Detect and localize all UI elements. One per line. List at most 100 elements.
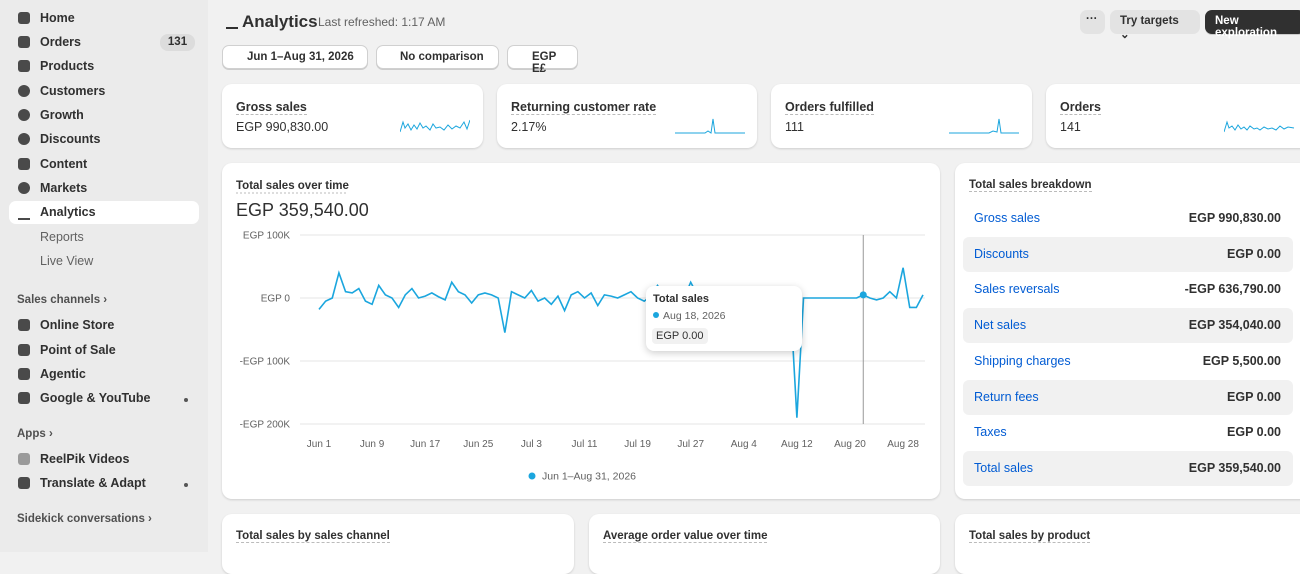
row-value: EGP 0.00 xyxy=(1227,389,1281,404)
chart-card: Total sales by product xyxy=(955,514,1300,574)
icon xyxy=(18,477,30,489)
nav-item[interactable]: Agentic xyxy=(40,367,86,381)
icon xyxy=(18,133,30,145)
x-tick-label: Jun 25 xyxy=(463,439,493,450)
row-label[interactable]: Total sales xyxy=(974,460,1034,475)
tooltip-date: Aug 18, 2026 xyxy=(663,310,726,322)
breakdown-row: Total sales EGP 359,540.00 xyxy=(963,450,1293,486)
chart: Total sales over time EGP 359,540.00 -EG… xyxy=(236,180,925,483)
hover-point xyxy=(859,291,867,299)
nav-sub[interactable]: Live View xyxy=(40,254,94,268)
nav-sub[interactable]: Reports xyxy=(40,230,84,244)
section-heading[interactable]: Sidekick conversations › xyxy=(17,513,152,525)
icon xyxy=(18,158,30,170)
kpi-value: EGP 990,830.00 xyxy=(236,120,329,134)
chart-title: Total sales over time xyxy=(236,180,349,192)
chart-card: Total sales over time EGP 359,540.00 -EG… xyxy=(222,163,940,499)
tooltip: Total sales Aug 18, 2026 EGP 0.00 xyxy=(646,286,802,351)
new-exploration[interactable]: New exploration xyxy=(1205,10,1300,39)
nav-item[interactable]: Online Store xyxy=(40,318,115,332)
nav-item[interactable]: Content xyxy=(40,157,88,171)
x-tick-label: Jul 27 xyxy=(677,439,704,450)
nav-item[interactable]: Translate & Adapt xyxy=(40,476,146,490)
x-tick-label: Jul 11 xyxy=(572,439,598,450)
kpi-card[interactable]: Orders 141 xyxy=(1046,84,1300,148)
kpi-card[interactable]: Returning customer rate 2.17% xyxy=(497,84,757,148)
y-tick-label: -EGP 100K xyxy=(240,357,291,368)
label: Try targets xyxy=(1120,15,1179,27)
icon xyxy=(18,344,30,356)
refreshed: Last refreshed: 1:17 AM xyxy=(318,15,446,29)
nav-item[interactable]: Orders xyxy=(40,35,81,49)
sidebar: Home Orders 131 Products Customers Growt… xyxy=(0,0,208,552)
icon xyxy=(18,319,30,331)
nav-item[interactable]: Markets xyxy=(40,181,88,195)
dot xyxy=(184,483,188,487)
icon xyxy=(18,109,30,121)
nav-item[interactable]: ReelPik Videos xyxy=(40,452,130,466)
currency-filter[interactable]: EGP E£ xyxy=(507,45,578,75)
breakdown-row: Gross sales EGP 990,830.00 xyxy=(963,201,1293,236)
kpi-value: 141 xyxy=(1060,120,1081,134)
x-tick-label: Jun 1 xyxy=(307,439,332,450)
icon xyxy=(18,368,30,380)
date-filter[interactable]: Jun 1–Aug 31, 2026 xyxy=(222,45,368,69)
breakdown-row: Shipping charges EGP 5,500.00 xyxy=(963,344,1293,379)
legend-swatch xyxy=(528,472,536,480)
nav-item[interactable]: Point of Sale xyxy=(40,343,116,357)
nav-item[interactable]: Products xyxy=(40,59,95,73)
row-label[interactable]: Net sales xyxy=(974,318,1027,333)
x-tick-label: Jun 17 xyxy=(410,439,440,450)
x-tick-label: Aug 20 xyxy=(834,439,866,450)
row-label[interactable]: Shipping charges xyxy=(974,353,1071,368)
kpi-label: Returning customer rate xyxy=(511,100,657,115)
breakdown-row: Net sales EGP 354,040.00 xyxy=(963,308,1293,344)
icon xyxy=(18,206,30,220)
sparkline xyxy=(949,118,1019,134)
heading-text: Apps xyxy=(17,428,46,440)
x-tick-label: Aug 12 xyxy=(781,439,813,450)
row-label[interactable]: Sales reversals xyxy=(974,282,1060,297)
nav-item[interactable]: Analytics xyxy=(40,205,96,219)
comparison-filter[interactable]: No comparison xyxy=(376,45,499,69)
kpi-card[interactable]: Gross sales EGP 990,830.00 xyxy=(222,84,483,148)
sparkline xyxy=(675,118,745,134)
x-tick-label: Aug 28 xyxy=(887,439,919,450)
heading-text: Sales channels xyxy=(17,294,101,306)
icon xyxy=(18,60,30,72)
tooltip-title: Total sales xyxy=(653,293,710,305)
y-tick-label: EGP 100K xyxy=(243,231,290,242)
kpi-card[interactable]: Orders fulfilled 111 xyxy=(771,84,1032,148)
y-tick-label: EGP 0 xyxy=(261,294,291,305)
icon xyxy=(18,12,30,24)
section-heading[interactable]: Apps › xyxy=(17,428,53,440)
x-tick-label: Jun 9 xyxy=(360,439,385,450)
row-value: -EGP 636,790.00 xyxy=(1184,282,1281,297)
card-title: Average order value over time xyxy=(603,530,768,543)
nav-item[interactable]: Discounts xyxy=(40,132,101,146)
breakdown-row: Taxes EGP 0.00 xyxy=(963,415,1293,450)
x-tick-label: Jul 19 xyxy=(624,439,651,450)
breakdown-row: Return fees EGP 0.00 xyxy=(963,379,1293,415)
row-label[interactable]: Gross sales xyxy=(974,211,1040,225)
row-value: EGP 990,830.00 xyxy=(1188,211,1281,225)
nav-item[interactable]: Growth xyxy=(40,108,84,122)
sparkline xyxy=(1224,120,1295,133)
row-label[interactable]: Discounts xyxy=(974,246,1029,261)
selected-bg xyxy=(9,201,199,224)
section-heading[interactable]: Sales channels › xyxy=(17,294,108,306)
sparkline xyxy=(400,119,470,133)
icon xyxy=(18,182,30,194)
card-title: Total sales by product xyxy=(969,530,1091,543)
kpi-value: 2.17% xyxy=(511,120,547,134)
row-label[interactable]: Return fees xyxy=(974,389,1039,404)
page-title: Analytics xyxy=(242,12,318,31)
row-value: EGP 0.00 xyxy=(1227,246,1281,261)
more-button[interactable]: ··· xyxy=(1080,10,1105,34)
nav-item[interactable]: Customers xyxy=(40,84,106,98)
card-title: Total sales by sales channel xyxy=(236,530,390,543)
nav-item[interactable]: Home xyxy=(40,11,75,25)
try-targets[interactable]: Try targets ⌄ xyxy=(1110,10,1200,41)
row-label[interactable]: Taxes xyxy=(974,425,1007,440)
nav-item[interactable]: Google & YouTube xyxy=(40,391,151,405)
